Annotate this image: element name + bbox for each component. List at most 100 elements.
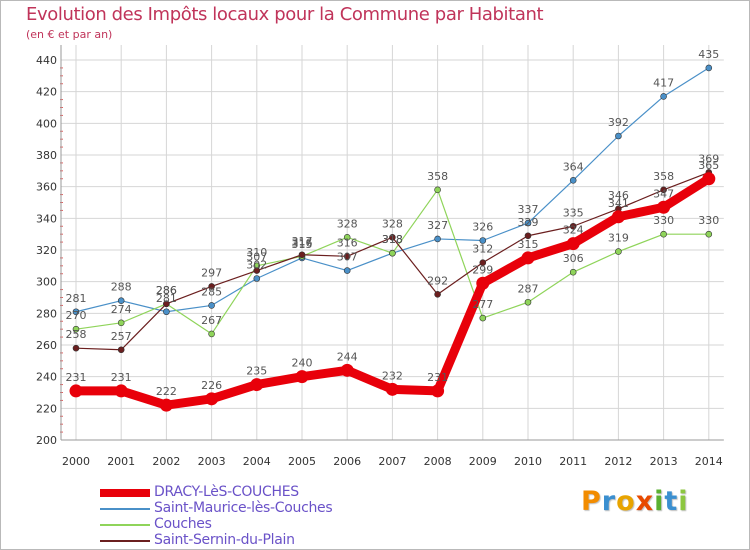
data-label: 258 [66, 328, 87, 341]
data-point [660, 186, 667, 194]
legend: DRACY-LèS-COUCHES Saint-Maurice-lès-Couc… [100, 484, 400, 549]
data-label: 270 [66, 309, 87, 322]
data-point [524, 298, 532, 306]
data-point [705, 230, 713, 238]
data-point [117, 297, 125, 304]
data-label: 286 [156, 284, 177, 297]
data-point [657, 200, 671, 214]
y-tick-label: 320 [36, 244, 57, 257]
data-label: 231 [427, 371, 448, 384]
x-tick-label: 2011 [559, 455, 587, 468]
data-label: 231 [111, 371, 132, 384]
data-label: 319 [608, 232, 629, 245]
legend-item-couches: Couches [100, 516, 400, 533]
data-point [253, 275, 261, 282]
axes: 200 220 240 260 280 300 320 340 360 380 400 420 440 2… [36, 45, 724, 468]
data-label: 292 [427, 274, 448, 287]
x-tick-label: 2006 [333, 455, 361, 468]
data-point [611, 210, 625, 224]
legend-swatch [100, 508, 150, 510]
series [69, 64, 716, 412]
data-label: 329 [518, 216, 539, 229]
data-label: 299 [472, 263, 493, 276]
x-tick-label: 2010 [514, 455, 542, 468]
data-label: 287 [518, 282, 539, 295]
data-point [479, 314, 487, 322]
data-point [298, 251, 306, 259]
data-point [566, 237, 580, 251]
data-label: 231 [66, 371, 87, 384]
data-label: 297 [201, 266, 222, 279]
data-label: 226 [201, 379, 222, 392]
data-label: 222 [156, 385, 177, 398]
data-label: 302 [246, 259, 267, 272]
data-label: 306 [563, 252, 584, 265]
legend-item-saint-sernin: Saint-Sernin-du-Plain [100, 532, 400, 549]
data-label: 288 [111, 281, 132, 294]
logo-letter: r [601, 486, 617, 517]
legend-swatch [100, 540, 150, 542]
logo-letter: x [635, 486, 655, 517]
data-point [208, 302, 215, 309]
x-tick-label: 2013 [650, 455, 678, 468]
data-label: 358 [653, 170, 674, 183]
y-tick-label: 240 [36, 371, 57, 384]
x-tick-label: 2002 [152, 455, 180, 468]
data-point [114, 384, 128, 398]
x-tick-label: 2001 [107, 455, 135, 468]
data-label: 435 [698, 48, 719, 61]
data-point [389, 234, 396, 241]
data-labels: 281 288 281 285 302 315 307 318 327 326 337 364 392 4… [66, 48, 720, 398]
y-tick-label: 400 [36, 117, 57, 130]
data-point [434, 186, 441, 194]
data-point [434, 235, 441, 243]
chart-subtitle: (en € et par an) [26, 28, 113, 41]
data-label: 312 [472, 243, 493, 256]
x-tick-label: 2012 [604, 455, 632, 468]
y-tick-label: 300 [36, 276, 57, 289]
data-point [569, 268, 577, 276]
data-label: 324 [563, 224, 584, 237]
data-label: 310 [246, 246, 267, 259]
data-point [389, 249, 396, 257]
x-tick-label: 2000 [62, 455, 90, 468]
data-point [159, 398, 173, 412]
chart-title: Evolution des Impôts locaux pour la Comm… [26, 4, 544, 25]
data-label: 328 [337, 217, 358, 230]
data-point [524, 219, 532, 227]
data-label: 417 [653, 76, 674, 89]
legend-label: Saint-Maurice-lès-Couches [154, 500, 333, 516]
data-point [660, 93, 667, 100]
logo-letter: i [654, 486, 665, 517]
data-label: 358 [427, 170, 448, 183]
data-point [295, 370, 309, 384]
data-point [479, 237, 487, 244]
data-point [208, 330, 215, 338]
data-point [343, 234, 351, 241]
legend-label: Couches [154, 516, 212, 532]
y-tick-label: 280 [36, 307, 57, 320]
legend-swatch [100, 489, 150, 497]
data-label: 327 [427, 219, 448, 232]
legend-swatch [100, 524, 150, 526]
data-label: 281 [66, 292, 87, 305]
data-point [476, 276, 490, 290]
data-label: 330 [653, 214, 674, 227]
y-tick-label: 360 [36, 181, 57, 194]
data-point [205, 392, 219, 406]
data-label: 341 [608, 197, 629, 210]
data-point [340, 363, 354, 377]
data-label: 315 [518, 238, 539, 251]
data-point [521, 251, 535, 265]
data-point [117, 319, 125, 327]
y-tick-label: 200 [36, 434, 57, 447]
data-label: 369 [698, 152, 719, 165]
data-label: 281 [156, 292, 177, 305]
grid [61, 45, 724, 441]
x-tick-label: 2004 [243, 455, 271, 468]
y-tick-label: 380 [36, 149, 57, 162]
x-tick-label: 2008 [424, 455, 452, 468]
y-tick-label: 420 [36, 86, 57, 99]
data-label: 277 [472, 298, 493, 311]
